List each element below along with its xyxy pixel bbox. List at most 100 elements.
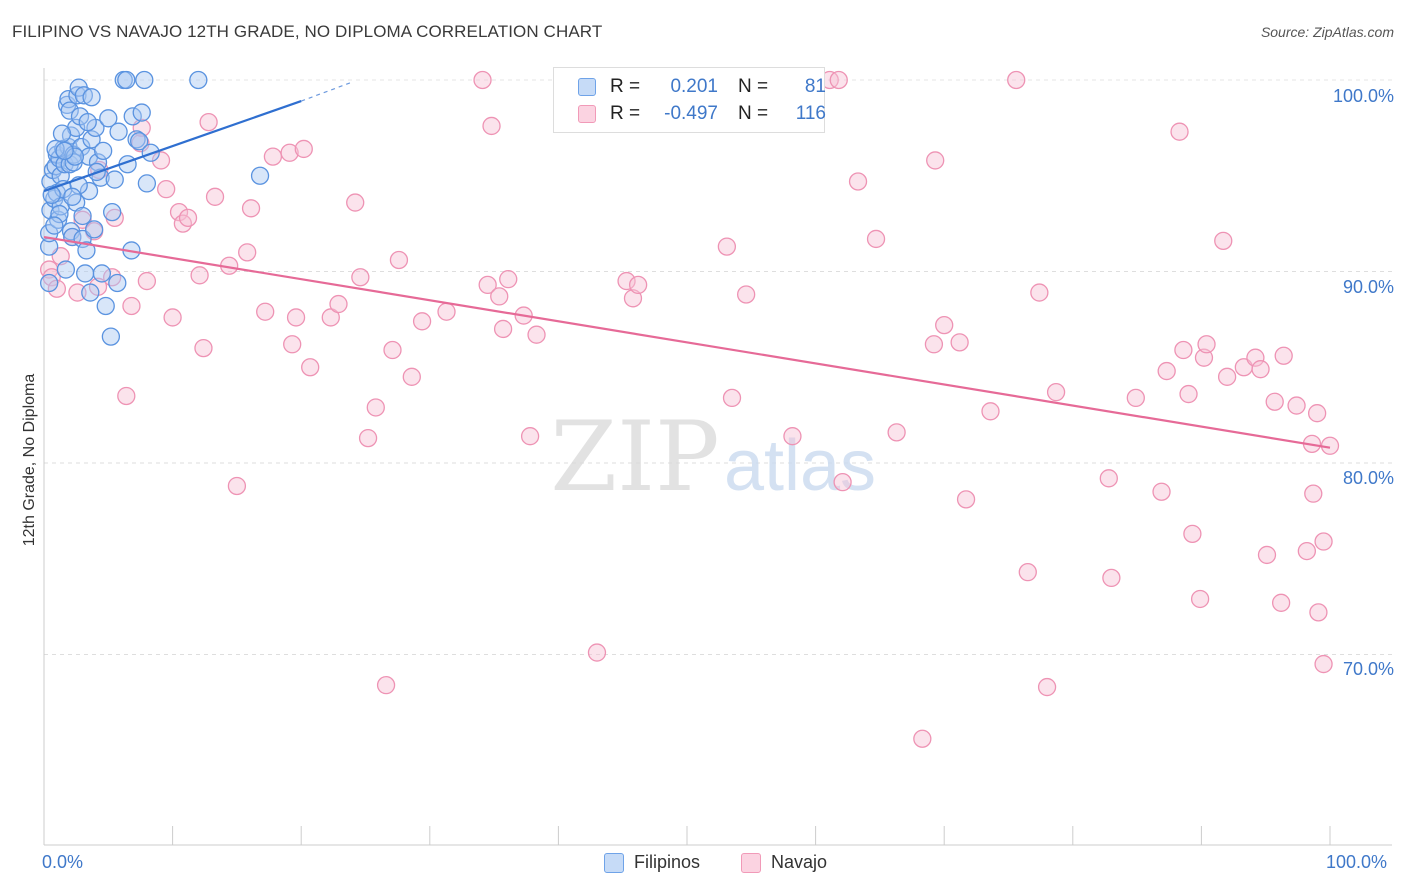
legend-r-value: -0.497: [664, 103, 718, 124]
filipinos-point: [88, 153, 108, 172]
series-filipinos-points: [39, 70, 270, 346]
legend-n-value: 116: [795, 103, 826, 124]
x-tick-label-100: 100.0%: [1326, 852, 1388, 872]
source-label: Source: ZipAtlas.com: [1260, 24, 1394, 40]
navajo-point: [913, 729, 932, 748]
navajo-point: [1190, 589, 1210, 609]
navajo-point: [623, 289, 643, 308]
navajo-point: [478, 275, 497, 295]
navajo-point: [520, 427, 540, 446]
navajo-point: [1287, 396, 1306, 415]
filipinos-point: [52, 124, 72, 143]
navajo-point: [1183, 524, 1202, 544]
navajo-point: [1170, 122, 1189, 141]
navajo-point: [1274, 346, 1293, 365]
filipinos-point: [73, 206, 92, 226]
navajo-point: [173, 214, 193, 233]
filipinos-trend-extension: [300, 81, 353, 102]
navajo-point: [1251, 360, 1270, 379]
navajo-point: [490, 287, 509, 306]
navajo-point: [493, 319, 513, 339]
legend-n-label: N =: [738, 76, 769, 97]
navajo-point: [157, 180, 176, 199]
navajo-point: [402, 367, 421, 386]
legend-n-label: N =: [738, 103, 769, 124]
filipinos-point: [81, 283, 100, 302]
navajo-point: [286, 308, 306, 327]
navajo-point: [1214, 231, 1233, 251]
navajo-point: [294, 139, 313, 159]
gridlines: [44, 79, 1392, 655]
legend-row-filipinos: R = 0.201 N = 81: [578, 76, 826, 98]
navajo-point: [412, 312, 432, 331]
series-legend: Filipinos Navajo: [0, 852, 1406, 876]
navajo-point: [1265, 392, 1284, 411]
series-navajo-points: [39, 70, 1340, 748]
navajo-point: [199, 112, 218, 132]
navajo-trend-line: [43, 235, 1331, 449]
navajo-point: [346, 193, 365, 212]
filipinos-point: [99, 109, 118, 128]
filipinos-point: [101, 327, 121, 346]
filipinos-point: [77, 241, 96, 260]
filipinos-point: [39, 273, 59, 293]
filipinos-point: [127, 130, 146, 149]
filipinos-point: [85, 220, 104, 239]
navajo-point: [169, 202, 189, 222]
navajo-point: [1157, 361, 1176, 381]
navajo-point: [178, 208, 198, 228]
navajo-point: [482, 116, 501, 136]
navajo-point: [1197, 335, 1216, 354]
y-tick-label-90: 90.0%: [1342, 277, 1394, 297]
navajo-point: [205, 187, 225, 206]
navajo-point: [103, 268, 122, 287]
filipinos-point: [135, 70, 154, 90]
navajo-point: [329, 294, 348, 314]
navajo-point: [1307, 404, 1327, 423]
filipinos-point: [92, 264, 112, 283]
navajo-point: [829, 70, 848, 90]
filipinos-point: [82, 88, 101, 107]
filipinos-point: [250, 166, 270, 185]
y-axis-label: 12th Grade, No Diploma: [21, 373, 38, 547]
filipinos-point: [41, 201, 60, 220]
navajo-point: [1179, 384, 1198, 404]
legend-swatch-navajo: [578, 105, 596, 123]
navajo-point: [137, 271, 157, 291]
navajo-point: [437, 302, 456, 321]
legend-r-value: 0.201: [670, 76, 718, 97]
legend-label-navajo: Navajo: [771, 852, 828, 872]
y-tick-label-100: 100.0%: [1332, 86, 1394, 106]
navajo-point: [950, 333, 969, 352]
correlation-legend: R = 0.201 N = 81 R = -0.497 N = 116: [553, 67, 826, 133]
x-tick-label-0: 0.0%: [42, 852, 84, 872]
filipinos-point: [109, 122, 128, 141]
filipinos-point: [55, 141, 74, 161]
navajo-point: [227, 476, 247, 496]
navajo-point: [833, 472, 852, 492]
navajo-point: [190, 266, 209, 285]
navajo-point: [238, 243, 257, 262]
navajo-point: [241, 199, 261, 218]
navajo-point: [617, 271, 636, 291]
filipinos-point: [94, 141, 113, 161]
navajo-point: [122, 296, 141, 316]
trend-lines: [43, 81, 1331, 449]
legend-r-label: R =: [610, 103, 641, 124]
filipinos-point: [46, 139, 65, 159]
filipinos-point: [79, 181, 99, 201]
navajo-point: [926, 151, 945, 170]
navajo-point: [981, 402, 1000, 421]
navajo-point: [1007, 70, 1026, 90]
navajo-point: [1152, 482, 1171, 501]
filipinos-point: [96, 296, 115, 316]
filipinos-point: [117, 70, 136, 90]
navajo-point: [499, 270, 518, 289]
navajo-point: [1102, 568, 1121, 588]
navajo-point: [956, 490, 976, 509]
navajo-point: [737, 285, 756, 304]
navajo-point: [163, 308, 182, 327]
navajo-point: [283, 335, 302, 354]
navajo-point: [68, 283, 87, 302]
filipinos-point: [68, 86, 87, 105]
